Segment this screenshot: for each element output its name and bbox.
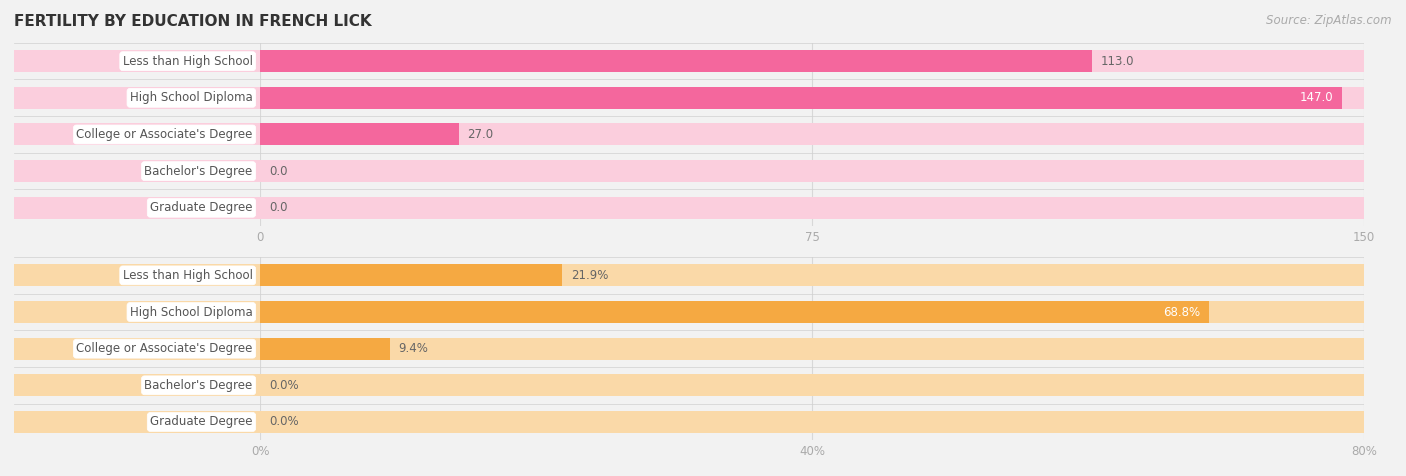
- Bar: [260, 301, 1364, 323]
- Bar: [260, 160, 1364, 182]
- Bar: [260, 411, 1364, 433]
- Bar: [260, 374, 1364, 397]
- Bar: [14, 301, 260, 323]
- Text: 147.0: 147.0: [1299, 91, 1333, 104]
- Bar: [260, 123, 458, 146]
- Bar: [260, 337, 1364, 360]
- Bar: [260, 301, 1209, 323]
- Bar: [260, 50, 1091, 72]
- Text: Graduate Degree: Graduate Degree: [150, 416, 253, 428]
- Text: College or Associate's Degree: College or Associate's Degree: [76, 128, 253, 141]
- Text: 0.0%: 0.0%: [269, 379, 298, 392]
- Text: Bachelor's Degree: Bachelor's Degree: [145, 165, 253, 178]
- Bar: [14, 160, 260, 182]
- Text: 0.0: 0.0: [269, 165, 287, 178]
- Text: Source: ZipAtlas.com: Source: ZipAtlas.com: [1267, 14, 1392, 27]
- Text: Graduate Degree: Graduate Degree: [150, 201, 253, 214]
- Bar: [14, 374, 260, 397]
- Bar: [260, 123, 1364, 146]
- Text: 9.4%: 9.4%: [399, 342, 429, 355]
- Bar: [14, 337, 260, 360]
- Bar: [260, 337, 389, 360]
- Text: High School Diploma: High School Diploma: [129, 91, 253, 104]
- Bar: [14, 411, 260, 433]
- Bar: [260, 87, 1364, 109]
- Text: Bachelor's Degree: Bachelor's Degree: [145, 379, 253, 392]
- Bar: [14, 50, 260, 72]
- Bar: [14, 197, 260, 219]
- Text: 27.0: 27.0: [468, 128, 494, 141]
- Text: 0.0: 0.0: [269, 201, 287, 214]
- Text: Less than High School: Less than High School: [122, 269, 253, 282]
- Text: FERTILITY BY EDUCATION IN FRENCH LICK: FERTILITY BY EDUCATION IN FRENCH LICK: [14, 14, 371, 30]
- Bar: [260, 87, 1341, 109]
- Text: High School Diploma: High School Diploma: [129, 306, 253, 318]
- Bar: [14, 264, 260, 287]
- Text: 113.0: 113.0: [1101, 55, 1133, 68]
- Text: 21.9%: 21.9%: [571, 269, 609, 282]
- Bar: [260, 264, 1364, 287]
- Text: 0.0%: 0.0%: [269, 416, 298, 428]
- Text: Less than High School: Less than High School: [122, 55, 253, 68]
- Bar: [260, 197, 1364, 219]
- Bar: [14, 87, 260, 109]
- Bar: [260, 264, 562, 287]
- Bar: [260, 50, 1364, 72]
- Text: 68.8%: 68.8%: [1163, 306, 1201, 318]
- Text: College or Associate's Degree: College or Associate's Degree: [76, 342, 253, 355]
- Bar: [14, 123, 260, 146]
